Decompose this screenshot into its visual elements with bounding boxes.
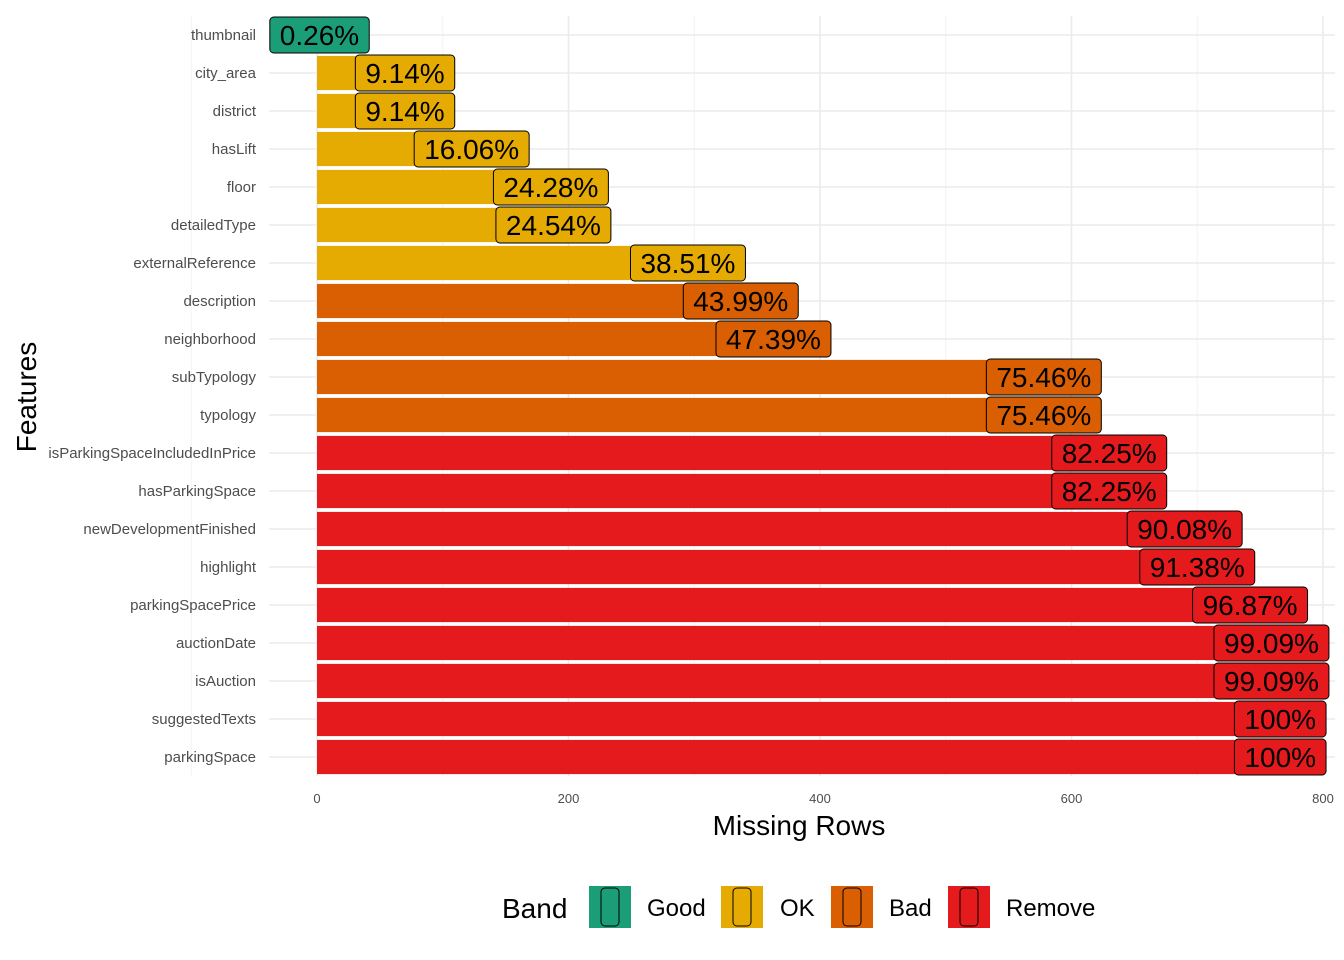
legend-title: Band — [502, 893, 567, 924]
y-tick-label: suggestedTexts — [152, 711, 256, 728]
bar-value-label: 82.25% — [1062, 476, 1157, 507]
y-tick-label: newDevelopmentFinished — [83, 521, 256, 538]
x-tick-label: 600 — [1061, 791, 1083, 806]
bar — [317, 511, 1185, 547]
bar-value-label-box — [629, 244, 746, 282]
bar-value-label: 75.46% — [996, 362, 1091, 393]
legend-label: Remove — [1006, 895, 1095, 922]
bar — [317, 625, 1272, 661]
bar-labels-layer: 0.26%9.14%9.14%16.06%24.28%24.54%38.51%4… — [269, 16, 1330, 776]
y-tick-label: neighborhood — [164, 331, 256, 348]
legend-key-glyph — [959, 887, 979, 927]
x-tick-label: 200 — [558, 791, 580, 806]
bar-value-label-box — [1126, 510, 1243, 548]
y-tick-label: detailedType — [171, 217, 256, 234]
bar — [317, 283, 741, 319]
bar-value-label-box — [354, 92, 456, 130]
y-tick-labels: thumbnail city_area district hasLift floor de… — [48, 27, 256, 766]
bar-value-label: 24.28% — [503, 172, 598, 203]
y-tick-label: subTypology — [172, 369, 257, 386]
y-tick-label: city_area — [195, 65, 257, 82]
legend: Band Good OK Bad Remove — [502, 886, 1095, 928]
x-tick-labels: 0 200 400 600 800 — [313, 791, 1333, 806]
bar — [317, 321, 774, 357]
legend-key-glyph — [600, 887, 620, 927]
y-tick-label: isParkingSpaceIncludedInPrice — [48, 445, 256, 462]
bar-value-label: 75.46% — [996, 400, 1091, 431]
bar — [317, 663, 1272, 699]
bar-value-label-box — [715, 320, 832, 358]
bar — [317, 473, 1110, 509]
bar-value-label: 43.99% — [693, 286, 788, 317]
x-tick-label: 400 — [809, 791, 831, 806]
legend-key-glyph — [842, 887, 862, 927]
bar-value-label-box — [985, 396, 1102, 434]
x-tick-label: 0 — [313, 791, 320, 806]
bar-value-label: 100% — [1244, 704, 1316, 735]
y-tick-label: thumbnail — [191, 27, 256, 44]
bar-value-label: 91.38% — [1150, 552, 1245, 583]
bar-value-label-box — [1213, 662, 1330, 700]
bar-value-label-box — [354, 54, 456, 92]
bar-value-label: 9.14% — [365, 58, 444, 89]
bar-value-label: 82.25% — [1062, 438, 1157, 469]
y-tick-label: typology — [200, 407, 256, 424]
bar — [317, 549, 1198, 585]
bar-value-label: 99.09% — [1224, 666, 1319, 697]
bar — [317, 245, 688, 281]
bar-value-label-box — [1233, 700, 1327, 738]
legend-label: OK — [780, 895, 815, 922]
bar-value-label: 100% — [1244, 742, 1316, 773]
bar-value-label-box — [682, 282, 799, 320]
bar-value-label-box — [1051, 434, 1168, 472]
bar-value-label-box — [413, 130, 530, 168]
legend-label: Good — [647, 895, 706, 922]
x-axis-title: Missing Rows — [713, 810, 886, 841]
y-tick-label: highlight — [200, 559, 257, 576]
y-tick-label: description — [183, 293, 256, 310]
bar-value-label: 24.54% — [506, 210, 601, 241]
bar-value-label-box — [985, 358, 1102, 396]
bar-value-label-box — [269, 16, 370, 54]
bar-value-label-box — [495, 206, 612, 244]
bar — [317, 397, 1044, 433]
bar-value-label: 9.14% — [365, 96, 444, 127]
bar — [317, 701, 1281, 737]
bar-value-label: 47.39% — [726, 324, 821, 355]
bar-value-label-box — [1233, 738, 1327, 776]
y-tick-label: district — [213, 103, 257, 120]
bar-value-label-box — [492, 168, 609, 206]
bar — [317, 359, 1044, 395]
y-tick-label: hasParkingSpace — [138, 483, 256, 500]
bar-value-label-box — [1192, 586, 1309, 624]
bar-value-label: 96.87% — [1203, 590, 1298, 621]
x-tick-label: 800 — [1312, 791, 1334, 806]
legend-label: Bad — [889, 895, 932, 922]
bar-value-label: 0.26% — [280, 20, 359, 51]
grid-layer — [190, 16, 1335, 776]
bar-value-label: 99.09% — [1224, 628, 1319, 659]
y-tick-label: externalReference — [133, 255, 256, 272]
y-tick-label: parkingSpacePrice — [130, 597, 256, 614]
bar-value-label: 16.06% — [424, 134, 519, 165]
bar-value-label-box — [1051, 472, 1168, 510]
bar-value-label-box — [1213, 624, 1330, 662]
bar — [317, 587, 1251, 623]
bar-value-label: 90.08% — [1137, 514, 1232, 545]
bar-value-label: 38.51% — [640, 248, 735, 279]
bar-value-label-box — [1139, 548, 1256, 586]
y-tick-label: parkingSpace — [164, 749, 256, 766]
y-axis-title: Features — [11, 342, 42, 453]
y-tick-label: auctionDate — [176, 635, 256, 652]
bar — [317, 739, 1281, 775]
y-tick-label: floor — [227, 179, 256, 196]
y-tick-label: hasLift — [212, 141, 257, 158]
y-tick-label: isAuction — [195, 673, 256, 690]
bar — [317, 435, 1110, 471]
legend-key-glyph — [732, 887, 752, 927]
